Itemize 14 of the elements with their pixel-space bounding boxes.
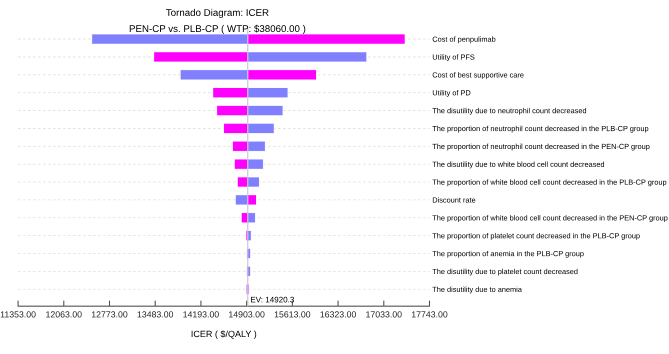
chart-subtitle: PEN-CP vs. PLB-CP ( WTP: $38060.00 ) (130, 24, 306, 34)
x-tick-label: 13483.00 (138, 311, 174, 318)
x-tick-label: 14903.00 (229, 311, 265, 318)
x-tick-label: 14193.00 (183, 311, 219, 318)
ref-line-label: EV: 14920.3 (250, 296, 294, 302)
x-tick-label: 16323.00 (320, 311, 356, 318)
x-axis-title: ICER ( $/QALY ) (192, 330, 256, 339)
x-tick-label: 17033.00 (366, 311, 402, 318)
x-tick-label: 15613.00 (274, 311, 310, 318)
x-tick-label: 17743.00 (412, 311, 448, 318)
chart-title: Tornado Diagram: ICER (166, 8, 269, 18)
x-tick-label: 11353.00 (0, 311, 36, 318)
x-tick-label: 12063.00 (46, 311, 82, 318)
x-tick-label: 12773.00 (92, 311, 128, 318)
